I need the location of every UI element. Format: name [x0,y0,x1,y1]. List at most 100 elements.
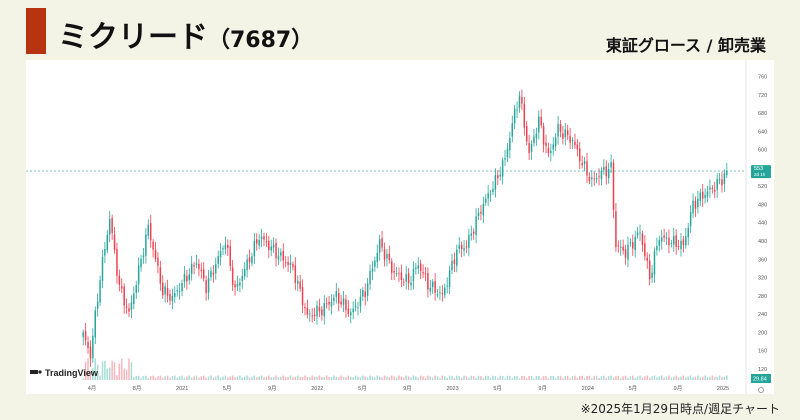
candle-body[interactable] [294,265,297,283]
candle-body[interactable] [487,193,489,199]
candle-body[interactable] [535,133,538,139]
candle-body[interactable] [128,308,130,312]
candle-body[interactable] [446,285,448,287]
candle-body[interactable] [340,301,342,305]
candle-body[interactable] [591,177,593,180]
candle-body[interactable] [682,239,685,246]
candle-body[interactable] [593,178,595,180]
candle-body[interactable] [299,281,301,289]
candle-body[interactable] [610,162,612,168]
candle-body[interactable] [492,188,494,193]
candle-body[interactable] [256,239,258,244]
candle-body[interactable] [439,292,441,294]
candle-body[interactable] [622,246,624,251]
candle-body[interactable] [239,282,241,286]
candle-body[interactable] [704,194,706,199]
candle-body[interactable] [511,123,514,137]
candle-body[interactable] [550,150,552,154]
candle-body[interactable] [506,148,509,158]
candle-body[interactable] [350,312,352,316]
candle-body[interactable] [258,240,260,246]
candle-body[interactable] [292,264,294,268]
candle-body[interactable] [665,237,668,239]
candle-body[interactable] [272,244,275,248]
candle-body[interactable] [668,237,670,246]
candle-body[interactable] [386,253,388,259]
candle-body[interactable] [530,143,533,153]
candle-body[interactable] [357,307,359,309]
candle-body[interactable] [227,245,229,248]
candle-body[interactable] [169,294,171,301]
candle-body[interactable] [525,126,528,142]
candle-body[interactable] [345,299,347,311]
candle-body[interactable] [337,292,340,304]
candle-body[interactable] [615,211,617,248]
candle-body[interactable] [697,199,699,208]
candle-body[interactable] [403,281,405,283]
candle-body[interactable] [494,174,497,190]
candle-body[interactable] [713,189,716,192]
candle-body[interactable] [125,306,128,308]
candle-body[interactable] [246,259,248,271]
candle-body[interactable] [569,135,571,143]
candle-body[interactable] [268,240,270,250]
candle-body[interactable] [545,142,547,147]
candle-body[interactable] [108,218,111,235]
candle-body[interactable] [135,285,137,293]
candle-body[interactable] [118,275,121,285]
candle-body[interactable] [82,332,84,337]
candle-body[interactable] [99,280,101,303]
candle-body[interactable] [395,273,398,274]
candle-body[interactable] [566,130,569,136]
candle-body[interactable] [429,287,432,292]
candle-body[interactable] [217,256,219,264]
candle-body[interactable] [311,315,313,317]
candle-body[interactable] [685,236,687,246]
candle-body[interactable] [497,175,499,179]
candle-body[interactable] [651,272,653,278]
candle-body[interactable] [200,269,203,272]
candle-body[interactable] [718,179,721,181]
candle-body[interactable] [133,293,135,304]
candle-body[interactable] [453,259,456,265]
candle-body[interactable] [330,301,333,307]
candle-body[interactable] [410,282,412,286]
candle-body[interactable] [516,109,518,111]
candle-body[interactable] [318,306,321,312]
candle-body[interactable] [465,246,468,248]
candle-body[interactable] [579,148,581,162]
candle-body[interactable] [147,224,150,236]
candle-body[interactable] [111,217,113,233]
candle-body[interactable] [583,161,586,164]
candle-body[interactable] [422,272,424,274]
candle-body[interactable] [333,297,335,302]
candle-body[interactable] [388,253,391,261]
candle-body[interactable] [574,141,576,146]
candle-body[interactable] [692,200,694,214]
candle-body[interactable] [673,235,675,245]
candle-body[interactable] [458,245,460,249]
candle-body[interactable] [538,116,540,133]
candle-body[interactable] [562,133,564,139]
candle-body[interactable] [653,251,656,275]
candle-body[interactable] [149,222,152,241]
candle-body[interactable] [316,305,318,317]
candle-body[interactable] [190,263,193,274]
candle-body[interactable] [166,287,169,296]
candle-body[interactable] [677,246,680,248]
candle-body[interactable] [419,263,422,271]
candle-body[interactable] [405,274,407,282]
candle-body[interactable] [145,234,147,256]
candle-body[interactable] [636,232,639,236]
candle-body[interactable] [407,273,410,284]
candle-body[interactable] [164,286,166,295]
candle-body[interactable] [644,243,646,257]
candle-body[interactable] [598,176,600,178]
candle-body[interactable] [482,203,485,216]
candle-body[interactable] [521,96,523,104]
candle-body[interactable] [198,263,200,269]
candle-body[interactable] [518,95,521,108]
candle-body[interactable] [215,263,217,274]
candle-body[interactable] [554,137,557,147]
candle-body[interactable] [600,170,603,180]
